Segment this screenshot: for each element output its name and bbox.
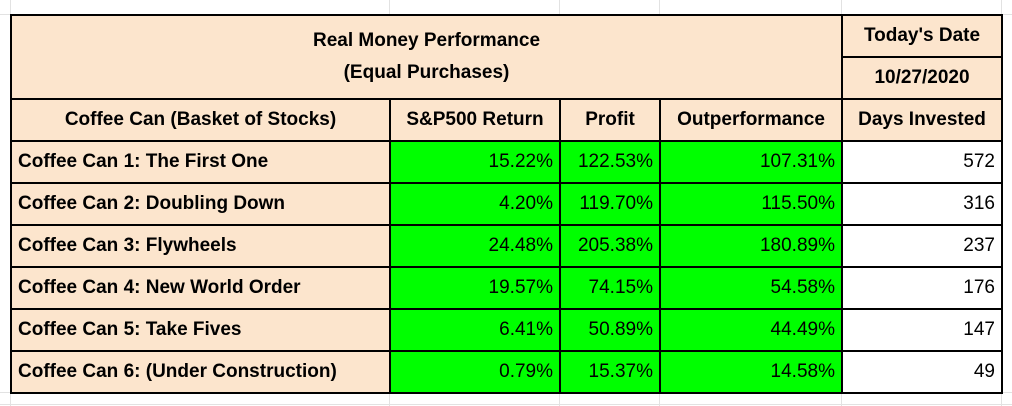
outperformance-cell[interactable]: 115.50% — [659, 182, 843, 226]
sp500-return-cell[interactable]: 19.57% — [389, 266, 561, 310]
row-name-cell[interactable]: Coffee Can 3: Flywheels — [10, 224, 391, 268]
title-line-2: (Equal Purchases) — [343, 62, 510, 83]
profit-cell[interactable]: 119.70% — [559, 182, 661, 226]
days-invested-cell[interactable]: 316 — [841, 182, 1003, 226]
todays-date-label[interactable]: Today's Date — [841, 14, 1003, 58]
profit-cell[interactable]: 205.38% — [559, 224, 661, 268]
header-days-invested[interactable]: Days Invested — [841, 98, 1003, 142]
header-outperformance[interactable]: Outperformance — [659, 98, 843, 142]
outperformance-cell[interactable]: 180.89% — [659, 224, 843, 268]
table-row: Coffee Can 1: The First One 15.22% 122.5… — [10, 140, 1003, 184]
days-invested-cell[interactable]: 176 — [841, 266, 1003, 310]
outperformance-cell[interactable]: 54.58% — [659, 266, 843, 310]
profit-cell[interactable]: 15.37% — [559, 350, 661, 394]
row-name-cell[interactable]: Coffee Can 1: The First One — [10, 140, 391, 184]
table-row: Coffee Can 6: (Under Construction) 0.79%… — [10, 350, 1003, 394]
sp500-return-cell[interactable]: 0.79% — [389, 350, 561, 394]
row-name-cell[interactable]: Coffee Can 6: (Under Construction) — [10, 350, 391, 394]
header-profit[interactable]: Profit — [559, 98, 661, 142]
days-invested-cell[interactable]: 49 — [841, 350, 1003, 394]
todays-date-value[interactable]: 10/27/2020 — [841, 56, 1003, 100]
profit-cell[interactable]: 50.89% — [559, 308, 661, 352]
row-name-cell[interactable]: Coffee Can 5: Take Fives — [10, 308, 391, 352]
performance-table: Real Money Performance (Equal Purchases)… — [10, 14, 1003, 394]
profit-cell[interactable]: 122.53% — [559, 140, 661, 184]
table-row: Coffee Can 4: New World Order 19.57% 74.… — [10, 266, 1003, 310]
header-coffee-can[interactable]: Coffee Can (Basket of Stocks) — [10, 98, 391, 142]
title-line-1: Real Money Performance — [312, 30, 541, 51]
sp500-return-cell[interactable]: 4.20% — [389, 182, 561, 226]
sp500-return-cell[interactable]: 24.48% — [389, 224, 561, 268]
title-cell[interactable]: Real Money Performance (Equal Purchases) — [10, 14, 843, 100]
row-name-cell[interactable]: Coffee Can 2: Doubling Down — [10, 182, 391, 226]
sp500-return-cell[interactable]: 6.41% — [389, 308, 561, 352]
header-sp500-return[interactable]: S&P500 Return — [389, 98, 561, 142]
table-row: Coffee Can 3: Flywheels 24.48% 205.38% 1… — [10, 224, 1003, 268]
profit-cell[interactable]: 74.15% — [559, 266, 661, 310]
outperformance-cell[interactable]: 14.58% — [659, 350, 843, 394]
row-name-cell[interactable]: Coffee Can 4: New World Order — [10, 266, 391, 310]
outperformance-cell[interactable]: 107.31% — [659, 140, 843, 184]
days-invested-cell[interactable]: 572 — [841, 140, 1003, 184]
days-invested-cell[interactable]: 147 — [841, 308, 1003, 352]
days-invested-cell[interactable]: 237 — [841, 224, 1003, 268]
table-row: Coffee Can 2: Doubling Down 4.20% 119.70… — [10, 182, 1003, 226]
table-row: Coffee Can 5: Take Fives 6.41% 50.89% 44… — [10, 308, 1003, 352]
outperformance-cell[interactable]: 44.49% — [659, 308, 843, 352]
sp500-return-cell[interactable]: 15.22% — [389, 140, 561, 184]
